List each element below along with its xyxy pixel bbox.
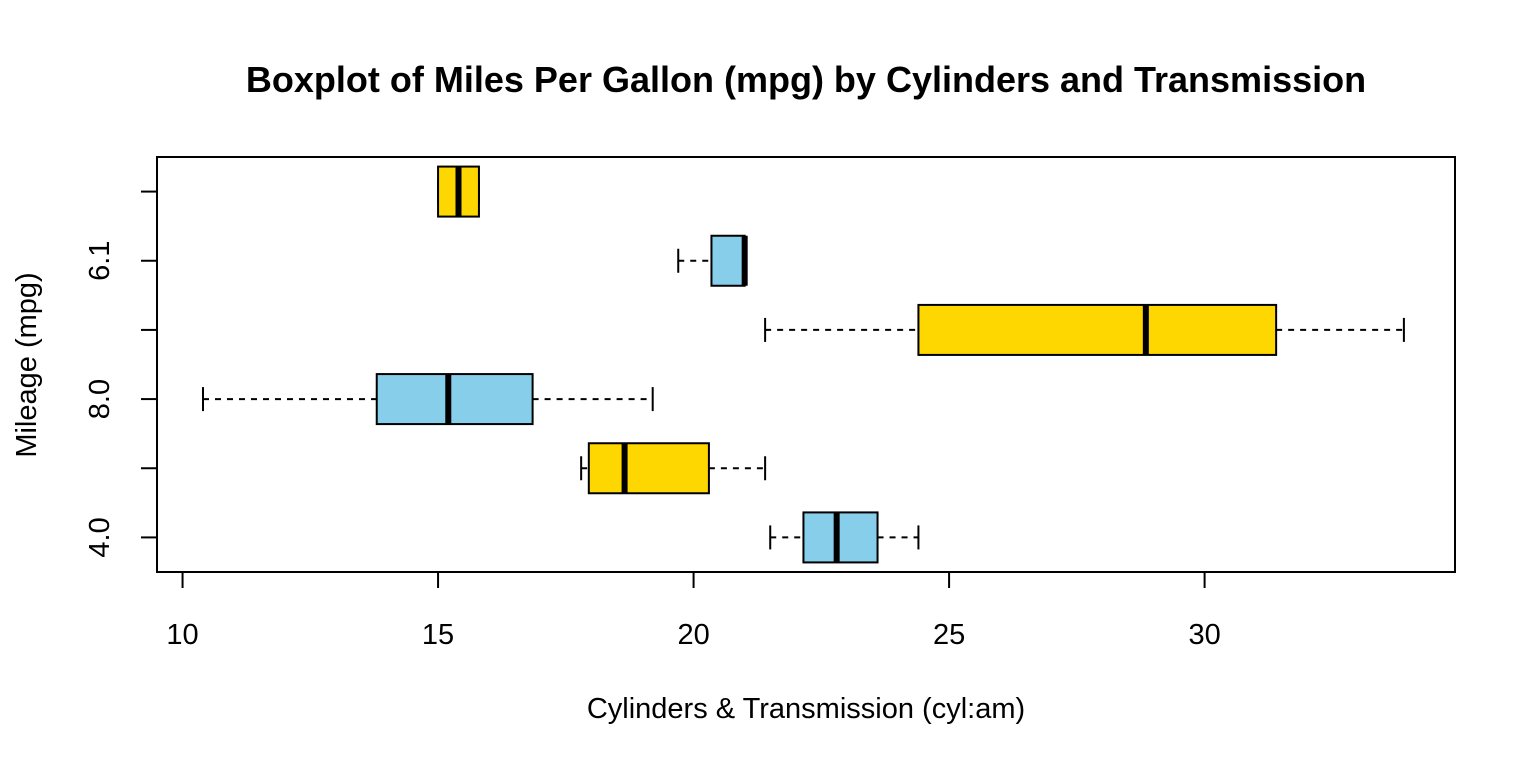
y-tick-label: 4.0: [84, 517, 116, 557]
plot-frame: [156, 156, 1456, 573]
x-axis: 10 15 20 25 30: [166, 572, 1221, 651]
y-tick-label: 8.0: [84, 379, 116, 419]
box-iqr: [802, 511, 879, 564]
y-tick-label: 6.1: [84, 241, 116, 281]
box-iqr: [587, 442, 710, 495]
box-iqr: [917, 303, 1278, 356]
x-tick-label: 30: [1188, 619, 1220, 651]
x-tick-label: 10: [166, 619, 198, 651]
box-6: [437, 165, 480, 218]
box-5: [677, 234, 748, 287]
y-axis-label: Mileage (mpg): [11, 272, 43, 457]
box-3: [201, 373, 654, 426]
box-2: [580, 442, 767, 495]
box-iqr: [710, 234, 746, 287]
box-iqr: [375, 373, 534, 426]
chart-title: Boxplot of Miles Per Gallon (mpg) by Cyl…: [246, 59, 1366, 100]
y-axis: 4.0 8.0 6.1: [84, 190, 157, 558]
x-tick-label: 20: [677, 619, 709, 651]
box-4: [764, 303, 1405, 356]
x-tick-label: 25: [933, 619, 965, 651]
x-axis-label: Cylinders & Transmission (cyl:am): [587, 693, 1025, 725]
boxes-layer: [201, 165, 1405, 564]
box-1: [769, 511, 920, 564]
x-tick-label: 15: [422, 619, 454, 651]
